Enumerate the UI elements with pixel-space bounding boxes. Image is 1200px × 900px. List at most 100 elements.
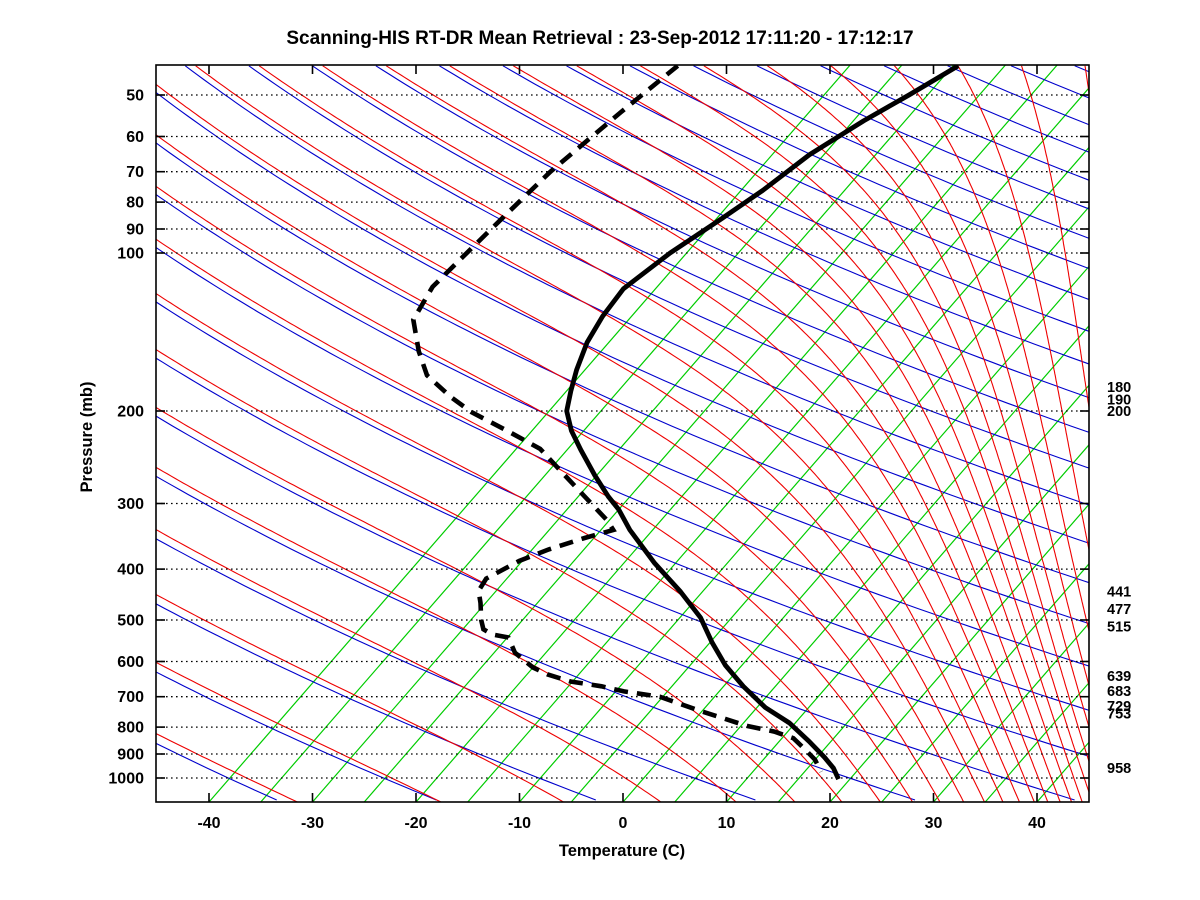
dry-adiabat-line bbox=[156, 193, 1089, 625]
pressure-tick-label: 800 bbox=[117, 720, 144, 737]
temperature-tick-label: -20 bbox=[404, 815, 427, 832]
dry-adiabat-line bbox=[156, 246, 1089, 667]
dry-adiabat-line bbox=[156, 357, 1089, 757]
moist-adiabat-line bbox=[640, 65, 1089, 794]
moist-adiabat-line bbox=[767, 65, 1089, 729]
level-pressure-label: 958 bbox=[1107, 761, 1131, 777]
temperature-tick-label: 30 bbox=[925, 815, 943, 832]
dry-adiabat-line bbox=[756, 65, 1089, 210]
level-pressure-label: 200 bbox=[1107, 404, 1131, 420]
dry-adiabat-line bbox=[693, 65, 1089, 239]
dry-adiabat-line bbox=[883, 65, 1089, 153]
dry-adiabat-line bbox=[947, 65, 1089, 126]
isotherm-line bbox=[984, 681, 1089, 802]
isotherm-line bbox=[622, 265, 1089, 802]
moist-adiabat-line bbox=[156, 406, 796, 802]
level-pressure-label: 639 bbox=[1107, 669, 1131, 685]
pressure-tick-label: 90 bbox=[126, 222, 144, 239]
pressure-tick-label: 100 bbox=[117, 246, 144, 263]
moist-adiabat-line bbox=[156, 466, 737, 802]
level-pressure-label: 477 bbox=[1107, 602, 1131, 618]
dry-adiabat-line bbox=[502, 65, 1089, 332]
level-pressure-label: 441 bbox=[1107, 584, 1131, 600]
temperature-tick-label: -30 bbox=[301, 815, 324, 832]
temperature-tick-label: 10 bbox=[718, 815, 736, 832]
moist-adiabat-line bbox=[156, 528, 662, 802]
dry-adiabat-line bbox=[156, 301, 1089, 711]
moist-adiabat-line bbox=[195, 65, 1004, 802]
dry-adiabat-line bbox=[1074, 65, 1089, 73]
pressure-tick-label: 200 bbox=[117, 404, 144, 421]
level-pressure-label: 180 bbox=[1107, 380, 1131, 396]
pressure-tick-label: 70 bbox=[126, 164, 144, 181]
x-axis-title: Temperature (C) bbox=[559, 842, 685, 860]
dry-adiabat-line bbox=[184, 65, 1089, 506]
chart-title: Scanning-HIS RT-DR Mean Retrieval : 23-S… bbox=[286, 28, 914, 49]
dry-adiabat-line bbox=[629, 65, 1089, 270]
dry-adiabat-line bbox=[312, 65, 1089, 433]
moist-adiabat-line bbox=[1084, 65, 1089, 97]
level-pressure-label: 683 bbox=[1107, 684, 1131, 700]
dry-adiabat-line bbox=[566, 65, 1089, 301]
isotherm-line bbox=[363, 65, 1006, 802]
isotherm-line bbox=[777, 443, 1089, 802]
isotherm-line bbox=[1088, 800, 1089, 802]
dry-adiabat-line bbox=[156, 475, 916, 801]
dry-adiabat-line bbox=[156, 742, 277, 801]
moist-adiabat-line bbox=[156, 292, 881, 802]
temperature-tick-label: -40 bbox=[197, 815, 220, 832]
moist-adiabat-line bbox=[156, 185, 941, 802]
moist-adiabat-line bbox=[156, 348, 843, 802]
moist-adiabat-line bbox=[576, 65, 1083, 802]
pressure-tick-label: 50 bbox=[126, 88, 144, 105]
moist-adiabat-line bbox=[513, 65, 1073, 802]
temperature-tick-label: 20 bbox=[821, 815, 839, 832]
isotherm-line bbox=[674, 324, 1089, 802]
isotherm-line bbox=[881, 562, 1089, 802]
level-pressure-label: 753 bbox=[1107, 706, 1131, 722]
pressure-tick-label: 600 bbox=[117, 654, 144, 671]
isotherm-line bbox=[312, 65, 955, 802]
dry-adiabat-line bbox=[156, 538, 756, 801]
pressure-tick-label: 1000 bbox=[108, 771, 144, 788]
moist-adiabat-line bbox=[156, 593, 565, 802]
moist-adiabat-line bbox=[449, 65, 1061, 802]
isotherm-line bbox=[208, 65, 851, 802]
level-pressure-label: 515 bbox=[1107, 620, 1131, 636]
moist-adiabat-line bbox=[1149, 66, 1200, 803]
moist-adiabat-line bbox=[258, 65, 1020, 802]
moist-adiabat-line bbox=[156, 83, 986, 802]
pressure-tick-label: 60 bbox=[126, 129, 144, 146]
pressure-tick-label: 900 bbox=[117, 747, 144, 764]
dry-adiabat-line bbox=[0, 586, 117, 800]
level-pressure-label: 190 bbox=[1107, 392, 1131, 408]
dry-adiabat-line bbox=[156, 142, 1089, 584]
level-pressure-label: 729 bbox=[1107, 699, 1131, 715]
isotherm-line bbox=[726, 384, 1089, 802]
dry-adiabat-line bbox=[156, 603, 596, 801]
temperature-tick-label: 0 bbox=[619, 815, 628, 832]
dry-adiabat-line bbox=[820, 65, 1089, 181]
dry-adiabat-line bbox=[1138, 66, 1200, 189]
dry-adiabat-line bbox=[156, 91, 1089, 544]
dewpoint-curve bbox=[410, 65, 824, 773]
pressure-tick-label: 700 bbox=[117, 689, 144, 706]
moist-adiabat-line bbox=[830, 65, 1089, 688]
moist-adiabat-line bbox=[893, 65, 1089, 634]
isotherm-line bbox=[415, 65, 1058, 802]
moist-adiabat-line bbox=[957, 65, 1089, 553]
moist-adiabat-line bbox=[156, 732, 299, 802]
y-axis-title: Pressure (mb) bbox=[78, 382, 96, 493]
temperature-tick-label: -10 bbox=[508, 815, 531, 832]
moist-adiabat-line bbox=[322, 65, 1035, 802]
pressure-tick-label: 80 bbox=[126, 195, 144, 212]
dry-adiabat-line bbox=[248, 65, 1089, 469]
dry-adiabat-line bbox=[375, 65, 1089, 399]
moist-adiabat-line bbox=[385, 65, 1049, 802]
dry-adiabat-line bbox=[439, 65, 1089, 365]
temperature-tick-label: 40 bbox=[1028, 815, 1046, 832]
moist-adiabat-line bbox=[156, 134, 965, 802]
dry-adiabat-line bbox=[1010, 65, 1089, 99]
moist-adiabat-line bbox=[156, 661, 442, 802]
